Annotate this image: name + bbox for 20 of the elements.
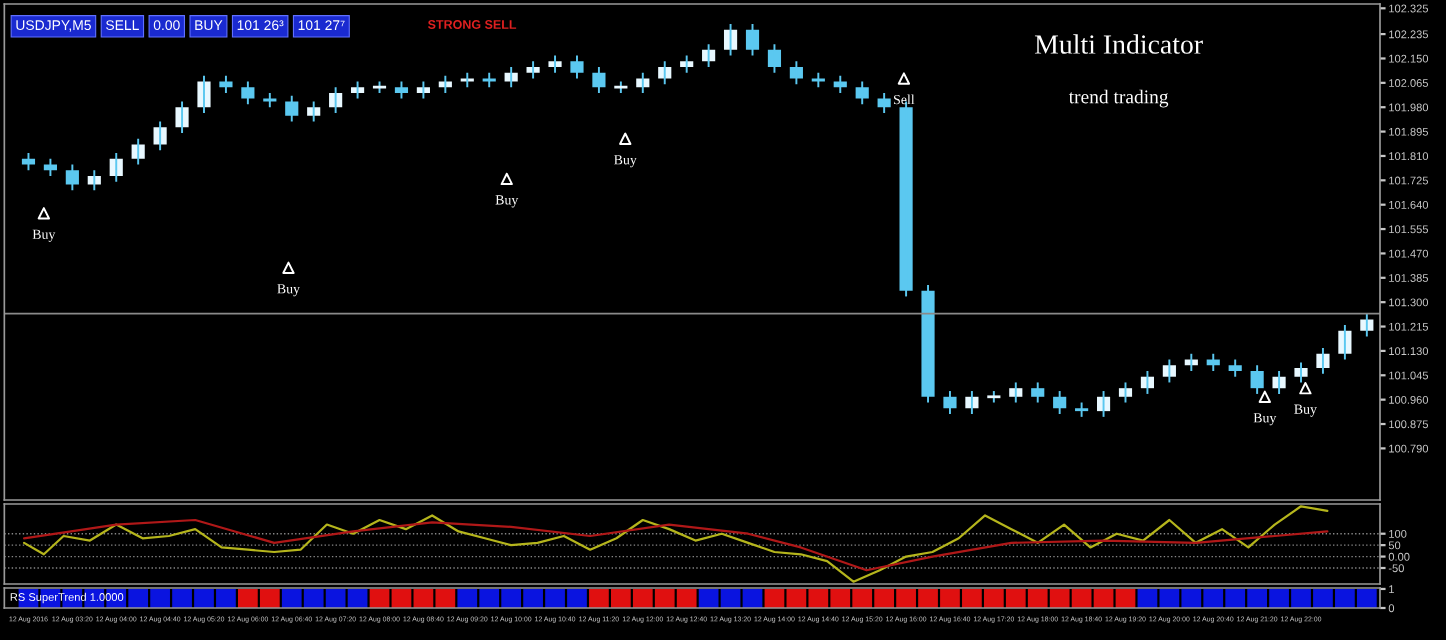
line-series [22,518,1329,572]
point [37,207,50,220]
candlestick [1294,361,1308,384]
candlestick [175,100,189,134]
text: trend trading [1068,89,1169,108]
point [500,172,513,186]
point [897,72,911,85]
candlestick [197,74,211,114]
candlestick [745,23,760,57]
candlestick [570,54,584,80]
candlestick [1118,381,1133,404]
point [282,261,295,274]
text: Multi Indicator [1034,34,1203,54]
point [1299,382,1312,395]
line-series [22,505,1329,583]
point [1258,390,1271,403]
point [619,132,632,145]
candlestick [921,284,935,404]
candlestick [548,54,562,74]
candlestick [219,74,233,94]
